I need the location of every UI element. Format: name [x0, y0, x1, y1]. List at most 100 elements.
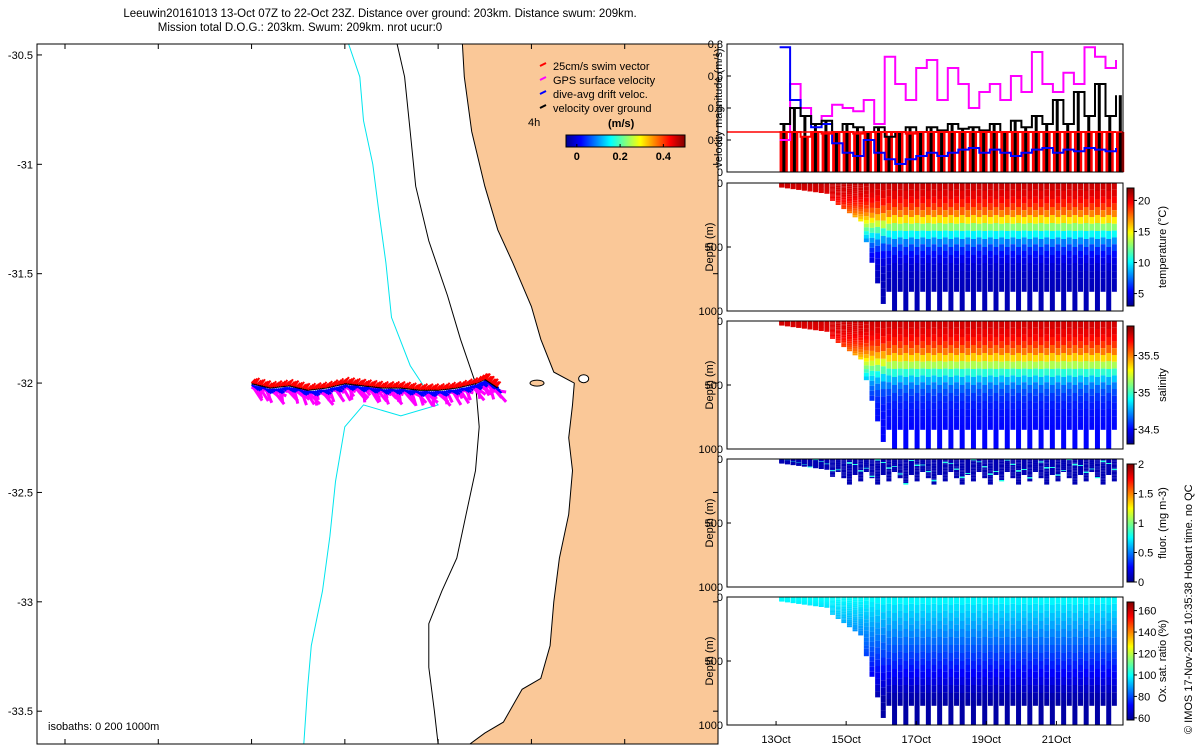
profile-cell: [841, 614, 847, 617]
profile-cell: [976, 466, 982, 468]
profile-cell: [976, 671, 982, 679]
profile-cell: [818, 186, 824, 188]
profile-cell: [925, 321, 931, 329]
profile-cell: [1072, 287, 1078, 295]
drift-vector: [456, 388, 463, 394]
profile-cell: [999, 464, 1005, 466]
profile-cell: [1100, 348, 1106, 355]
profile-cell: [1010, 402, 1016, 410]
profile-cell: [846, 209, 852, 212]
profile-cell: [1038, 669, 1044, 677]
profile-cell: [959, 470, 965, 472]
profile-cell: [897, 271, 903, 279]
profile-cell: [1049, 465, 1055, 466]
profile-cell: [1044, 278, 1050, 285]
profile-cell: [954, 699, 960, 706]
profile-cell: [925, 385, 931, 393]
profile-cell: [875, 364, 881, 372]
profile-cell: [1016, 471, 1022, 474]
profile-cell: [976, 465, 982, 467]
profile-cell: [987, 183, 993, 190]
profile-cell: [897, 671, 903, 679]
profile-cell: [892, 321, 898, 329]
drift-vector: [276, 387, 284, 395]
profile-cell: [835, 331, 841, 334]
profile-cell: [1066, 459, 1072, 461]
profile-cell: [1049, 425, 1055, 433]
profile-cell: [1049, 183, 1055, 191]
profile-cell: [1089, 658, 1095, 665]
profile-cell: [892, 466, 898, 468]
profile-cell: [863, 328, 869, 333]
profile-cell: [982, 477, 988, 479]
profile-cell: [1072, 701, 1078, 709]
profile-cell: [1044, 603, 1050, 611]
profile-cell: [914, 231, 920, 239]
profile-cell: [824, 192, 830, 194]
profile-cell: [954, 321, 960, 328]
profile-cell: [920, 631, 926, 638]
profile-cell: [880, 321, 886, 329]
profile-cell: [987, 475, 993, 477]
drift-vector: [280, 387, 287, 392]
profile-cell: [908, 466, 914, 467]
profile-cell: [1083, 199, 1089, 207]
profile-cell: [1055, 464, 1061, 466]
profile-cell: [959, 463, 965, 466]
profile-cell: [1100, 210, 1106, 217]
profile-cell: [987, 237, 993, 245]
profile-cell: [1089, 461, 1095, 463]
profile-cell: [830, 334, 836, 336]
drift-vector: [359, 386, 366, 393]
profile-cell: [880, 634, 886, 643]
profile-cell: [987, 278, 993, 285]
profile-cell: [1078, 217, 1084, 224]
profile-cell: [1044, 189, 1050, 197]
profile-cell: [908, 389, 914, 396]
profile-cell: [841, 187, 847, 190]
profile-cell: [959, 247, 965, 255]
profile-cell: [1021, 223, 1027, 231]
profile-cell: [993, 425, 999, 433]
profile-cell: [835, 610, 841, 613]
profile-cell: [931, 459, 937, 461]
profile-cell: [908, 472, 914, 473]
profile-cell: [1049, 467, 1055, 468]
profile-cell: [863, 369, 869, 373]
profile-cell: [846, 459, 852, 461]
profile-cell: [1078, 460, 1084, 461]
swim-vector: [483, 373, 490, 380]
profile-cell: [830, 600, 836, 602]
profile-cell: [846, 332, 852, 335]
profile-cell: [892, 717, 898, 725]
profile-cell: [920, 321, 926, 328]
profile-cell: [982, 279, 988, 287]
profile-cell: [925, 183, 931, 191]
profile-cell: [1066, 321, 1072, 328]
profile-cell: [920, 368, 926, 376]
profile-cell: [965, 361, 971, 369]
profile-cell: [880, 351, 886, 359]
profile-cell: [1061, 629, 1067, 637]
profile-cell: [863, 350, 869, 355]
profile-cell: [931, 361, 937, 369]
profile-cell: [982, 709, 988, 717]
profile-cell: [982, 433, 988, 441]
profile-cell: [959, 353, 965, 361]
profile-cell: [852, 210, 858, 214]
profile-cell: [1100, 471, 1106, 474]
swim-bar: [816, 132, 820, 172]
profile-cell: [925, 425, 931, 433]
profile-cell: [1061, 223, 1067, 231]
profile-cell: [1032, 463, 1038, 465]
profile-cell: [1094, 247, 1100, 255]
profile-cell: [846, 349, 852, 352]
profile-cell: [993, 637, 999, 645]
profile-cell: [1021, 473, 1027, 474]
profile-cell: [852, 206, 858, 209]
profile-cell: [813, 324, 819, 326]
profile-cell: [1072, 483, 1078, 485]
profile-cell: [1032, 651, 1038, 659]
profile-cell: [830, 327, 836, 329]
profile-cell: [852, 620, 858, 623]
